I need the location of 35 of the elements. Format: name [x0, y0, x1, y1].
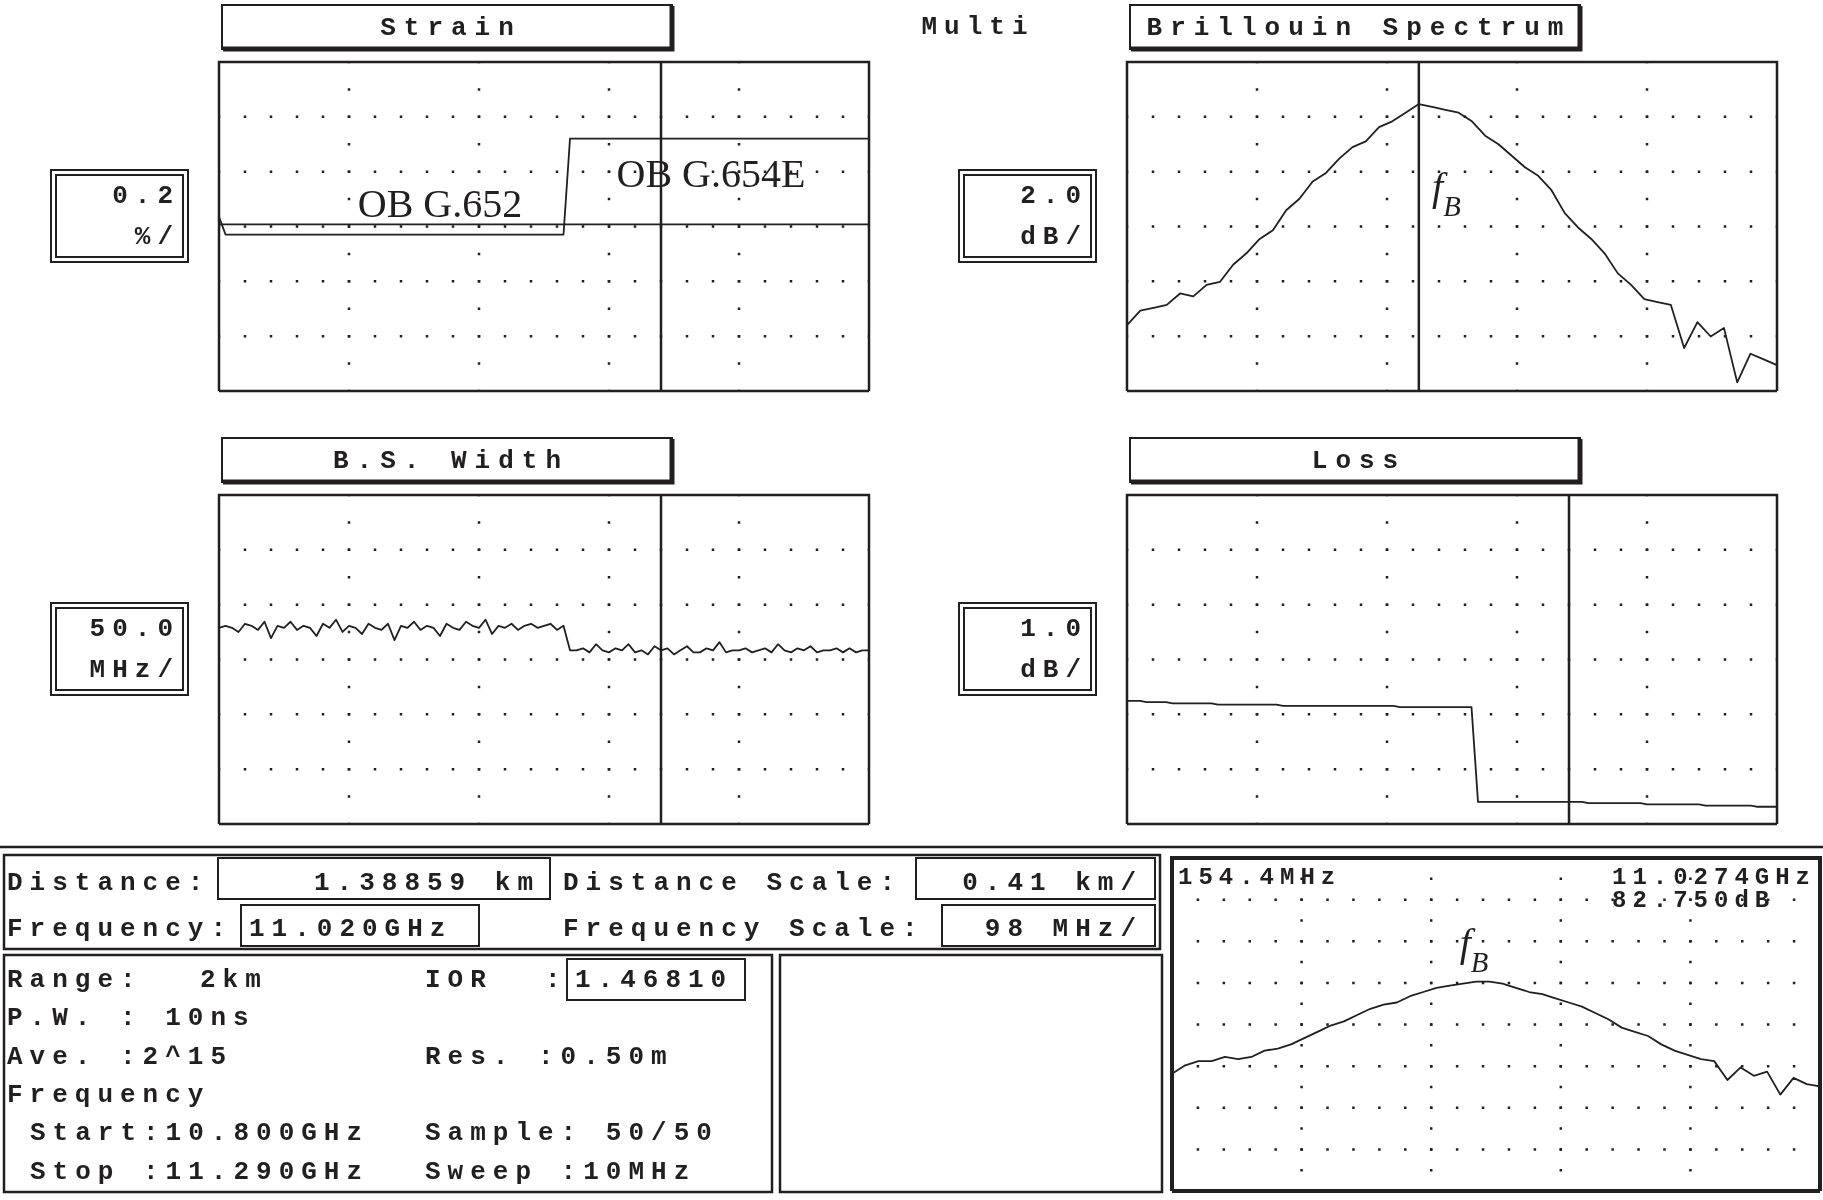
text: 154.4MHz	[1178, 864, 1342, 891]
y-axis-title: 1.0 dB/	[1020, 614, 1088, 685]
text: 98 MHz/	[984, 914, 1143, 944]
text: Ave. :2^15	[7, 1042, 234, 1072]
text: 2km	[200, 965, 268, 995]
annotation: f$_{B}$	[1432, 164, 1461, 222]
y-axis-title: 50.0 MHz/	[89, 614, 180, 685]
text: Frequency Scale:	[563, 914, 925, 944]
chart-title: Strain	[380, 13, 522, 43]
text: f$_{B}$	[1459, 920, 1489, 978]
text: Frequency:	[7, 914, 234, 944]
text: Distance:	[7, 868, 211, 898]
text: Distance Scale:	[563, 868, 903, 898]
text: Multi	[921, 12, 1035, 42]
chart-title: Brillouin Spectrum	[1146, 13, 1572, 43]
y-axis-title: 0.2 %/	[112, 181, 180, 252]
text: Stop :11.290GHz	[30, 1157, 370, 1187]
text: Res. :0.50m	[425, 1042, 674, 1072]
text: IOR	[425, 965, 493, 995]
text: Frequency	[7, 1080, 211, 1110]
text: Sweep :10MHz	[425, 1157, 697, 1187]
text: 0.41 km/	[962, 868, 1143, 898]
y-axis-title: 2.0 dB/	[1020, 181, 1088, 252]
text: Range:	[7, 965, 143, 995]
annotation: OB G.652	[357, 181, 523, 226]
text: P.W. : 10ns	[7, 1003, 256, 1033]
chart-title: Loss	[1311, 446, 1407, 476]
text: 11.020GHz	[249, 914, 453, 944]
chart-title: B.S. Width	[332, 446, 570, 476]
text: 1.46810	[575, 965, 734, 995]
text: Sample: 50/50	[425, 1118, 719, 1148]
text: 82.750dB	[1612, 887, 1776, 914]
text: :	[545, 965, 568, 995]
text: Start:10.800GHz	[30, 1118, 370, 1148]
text: 1.38859 km	[313, 868, 540, 898]
